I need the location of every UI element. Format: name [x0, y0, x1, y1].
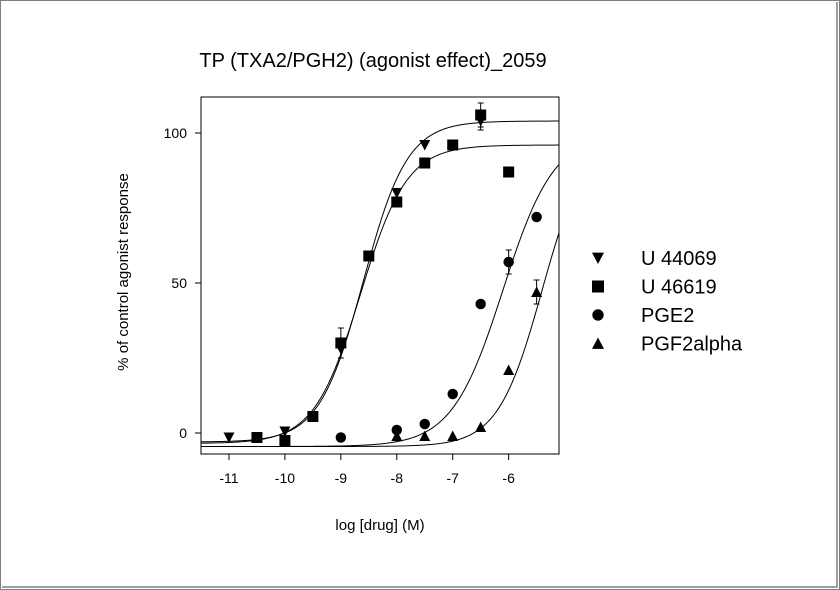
data-point-u-46619 [307, 411, 319, 422]
fit-curve-pge2 [201, 164, 560, 447]
data-point-u-46619 [251, 432, 263, 443]
data-point-u-46619 [279, 435, 291, 446]
data-point-pgf2alpha [447, 430, 459, 441]
data-point-pge2 [475, 298, 486, 310]
legend-label-u-44069: U 44069 [641, 248, 717, 270]
legend-marker-pge2 [592, 309, 604, 321]
data-markers [223, 109, 543, 446]
x-tick-label: -8 [391, 470, 404, 486]
data-point-pge2 [391, 424, 403, 436]
legend: U 44069 U 46619 PGE2 PGF2alpha [592, 248, 743, 356]
data-point-pge2 [335, 432, 347, 443]
x-tick-label: -9 [335, 470, 348, 486]
fit-curve-u-46619 [200, 144, 559, 444]
y-axis-label: % of control agonist response [115, 173, 132, 371]
data-point-pge2 [419, 418, 430, 430]
data-point-pgf2alpha [531, 286, 543, 297]
data-point-pgf2alpha [391, 430, 403, 441]
data-point-pge2 [447, 388, 458, 400]
data-point-u-46619 [391, 196, 403, 208]
y-tick-label: 0 [179, 425, 187, 441]
chart-title: TP (TXA2/PGH2) (agonist effect)_2059 [199, 50, 546, 72]
x-tick-label: -6 [502, 470, 515, 486]
x-tick-label: -7 [446, 470, 459, 486]
legend-label-pgf2alpha: PGF2alpha [641, 334, 743, 356]
data-point-u-46619 [475, 109, 487, 121]
data-point-pge2 [531, 211, 542, 223]
legend-label-pge2: PGE2 [641, 305, 694, 327]
plot-area-frame [200, 96, 560, 455]
axes: -11 -10 -9 -8 -7 -6 0 50 100 [164, 125, 515, 486]
data-point-u-46619 [363, 250, 375, 262]
data-point-u-44069 [223, 432, 235, 443]
x-tick-label: -11 [219, 470, 238, 486]
data-point-pgf2alpha [475, 421, 487, 432]
x-axis-label: log [drug] (M) [335, 517, 424, 534]
y-tick-label: 50 [171, 275, 187, 291]
data-point-u-44069 [419, 140, 431, 151]
data-point-u-46619 [419, 157, 431, 169]
data-point-pge2 [503, 256, 514, 268]
data-point-u-46619 [447, 139, 459, 151]
legend-marker-u-44069 [592, 252, 604, 264]
error-bars [337, 102, 540, 359]
x-tick-label: -10 [275, 470, 295, 486]
y-tick-label: 100 [164, 125, 188, 141]
legend-marker-pgf2alpha [592, 337, 604, 349]
data-point-u-46619 [503, 166, 515, 178]
legend-marker-u-46619 [592, 280, 604, 293]
data-point-pgf2alpha [503, 364, 515, 375]
data-point-u-44069 [279, 426, 291, 437]
fit-curve-pgf2alpha [201, 232, 560, 447]
data-point-u-46619 [335, 337, 347, 349]
data-point-u-44069 [391, 188, 403, 199]
legend-label-u-46619: U 46619 [641, 277, 717, 299]
data-point-pgf2alpha [419, 430, 431, 441]
